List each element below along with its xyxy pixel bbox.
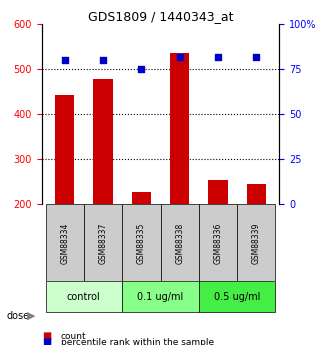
FancyBboxPatch shape [122, 282, 199, 312]
Point [215, 54, 221, 59]
Point [177, 54, 182, 59]
FancyBboxPatch shape [199, 204, 237, 282]
Point [62, 57, 67, 63]
Bar [247, 184, 266, 294]
Text: GSM88336: GSM88336 [213, 222, 222, 264]
Bar [55, 95, 74, 294]
Text: 0.5 ug/ml: 0.5 ug/ml [214, 292, 260, 302]
Text: control: control [67, 292, 101, 302]
Text: ■: ■ [42, 332, 51, 341]
FancyBboxPatch shape [237, 204, 275, 282]
Bar [170, 52, 189, 294]
Bar [132, 192, 151, 294]
Point [100, 57, 106, 63]
Text: GSM88337: GSM88337 [99, 222, 108, 264]
Bar [208, 179, 228, 294]
Text: GSM88338: GSM88338 [175, 222, 184, 264]
Text: GSM88335: GSM88335 [137, 222, 146, 264]
Bar [93, 79, 113, 294]
Point [139, 67, 144, 72]
Text: percentile rank within the sample: percentile rank within the sample [61, 338, 214, 345]
FancyBboxPatch shape [160, 204, 199, 282]
Text: GSM88334: GSM88334 [60, 222, 69, 264]
FancyBboxPatch shape [46, 204, 84, 282]
Text: ■: ■ [42, 337, 51, 345]
Title: GDS1809 / 1440343_at: GDS1809 / 1440343_at [88, 10, 233, 23]
FancyBboxPatch shape [84, 204, 122, 282]
Text: GSM88339: GSM88339 [252, 222, 261, 264]
FancyBboxPatch shape [46, 282, 122, 312]
FancyBboxPatch shape [122, 204, 160, 282]
Text: ▶: ▶ [27, 311, 36, 321]
Point [254, 54, 259, 59]
Text: 0.1 ug/ml: 0.1 ug/ml [137, 292, 184, 302]
Text: count: count [61, 332, 87, 341]
FancyBboxPatch shape [199, 282, 275, 312]
Text: dose: dose [6, 311, 30, 321]
